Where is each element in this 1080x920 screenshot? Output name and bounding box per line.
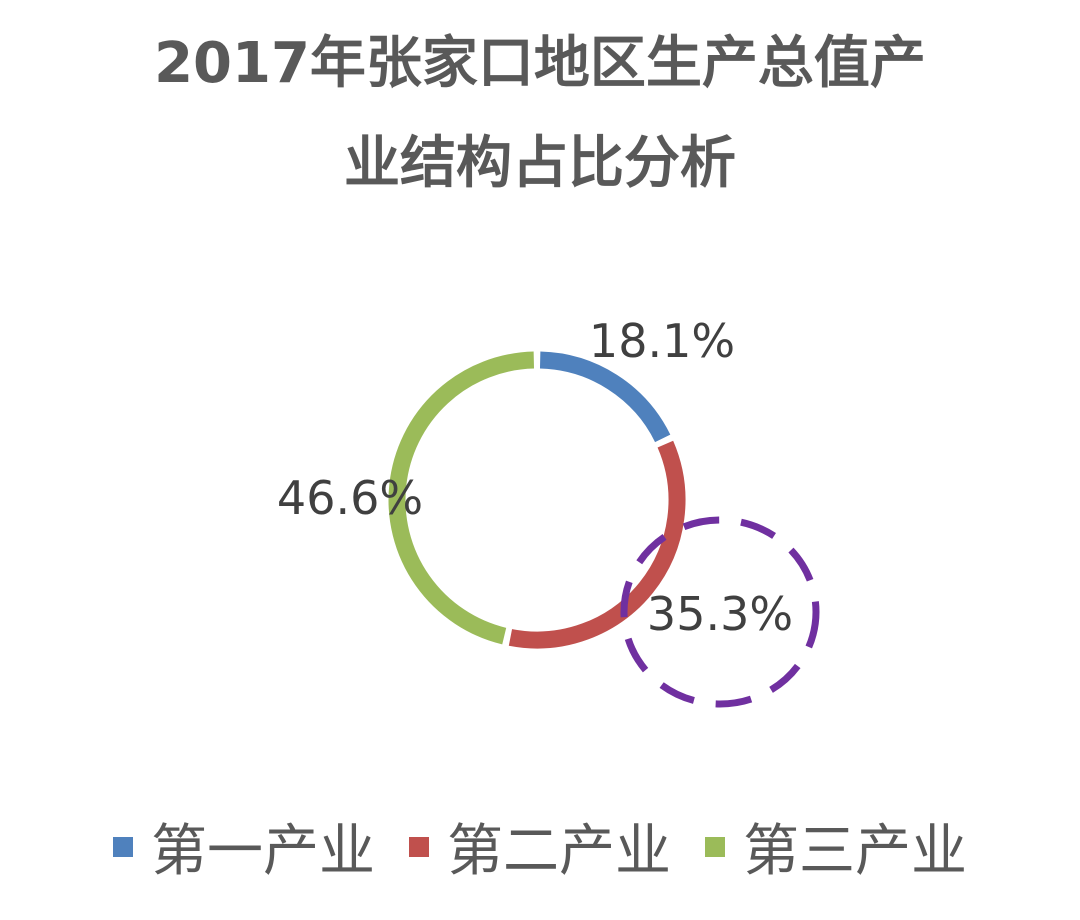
data-label-tertiary-industry: 46.6% bbox=[277, 471, 423, 525]
legend-swatch-secondary-industry bbox=[409, 836, 429, 857]
legend-label-secondary-industry: 第二产业 bbox=[447, 819, 671, 884]
slice-secondary-industry[interactable] bbox=[508, 440, 686, 649]
data-label-primary-industry: 18.1% bbox=[589, 314, 735, 368]
highlight-circle bbox=[620, 516, 820, 708]
slice-tertiary-industry[interactable] bbox=[388, 351, 535, 645]
doughnut-slices bbox=[388, 351, 686, 649]
data-labels: 18.1% 35.3% 46.6% bbox=[277, 314, 793, 641]
legend-item-tertiary-industry[interactable]: 第三产业 bbox=[705, 806, 967, 887]
chart-title-line-1: 2017年张家口地区生产总值产 bbox=[154, 31, 926, 96]
legend-label-tertiary-industry: 第三产业 bbox=[743, 819, 967, 884]
chart-title-line-2: 业结构占比分析 bbox=[344, 131, 736, 196]
data-label-secondary-industry: 35.3% bbox=[647, 587, 793, 641]
slice-primary-industry[interactable] bbox=[539, 351, 671, 443]
legend-swatch-primary-industry bbox=[113, 836, 133, 857]
chart-title: 2017年张家口地区生产总值产 业结构占比分析 bbox=[0, 14, 1080, 214]
legend-item-primary-industry[interactable]: 第一产业 bbox=[113, 806, 375, 887]
legend-label-primary-industry: 第一产业 bbox=[151, 819, 375, 884]
chart-legend: 第一产业 第二产业 第三产业 bbox=[0, 806, 1080, 887]
legend-item-secondary-industry[interactable]: 第二产业 bbox=[409, 806, 671, 887]
legend-swatch-tertiary-industry bbox=[705, 836, 725, 857]
